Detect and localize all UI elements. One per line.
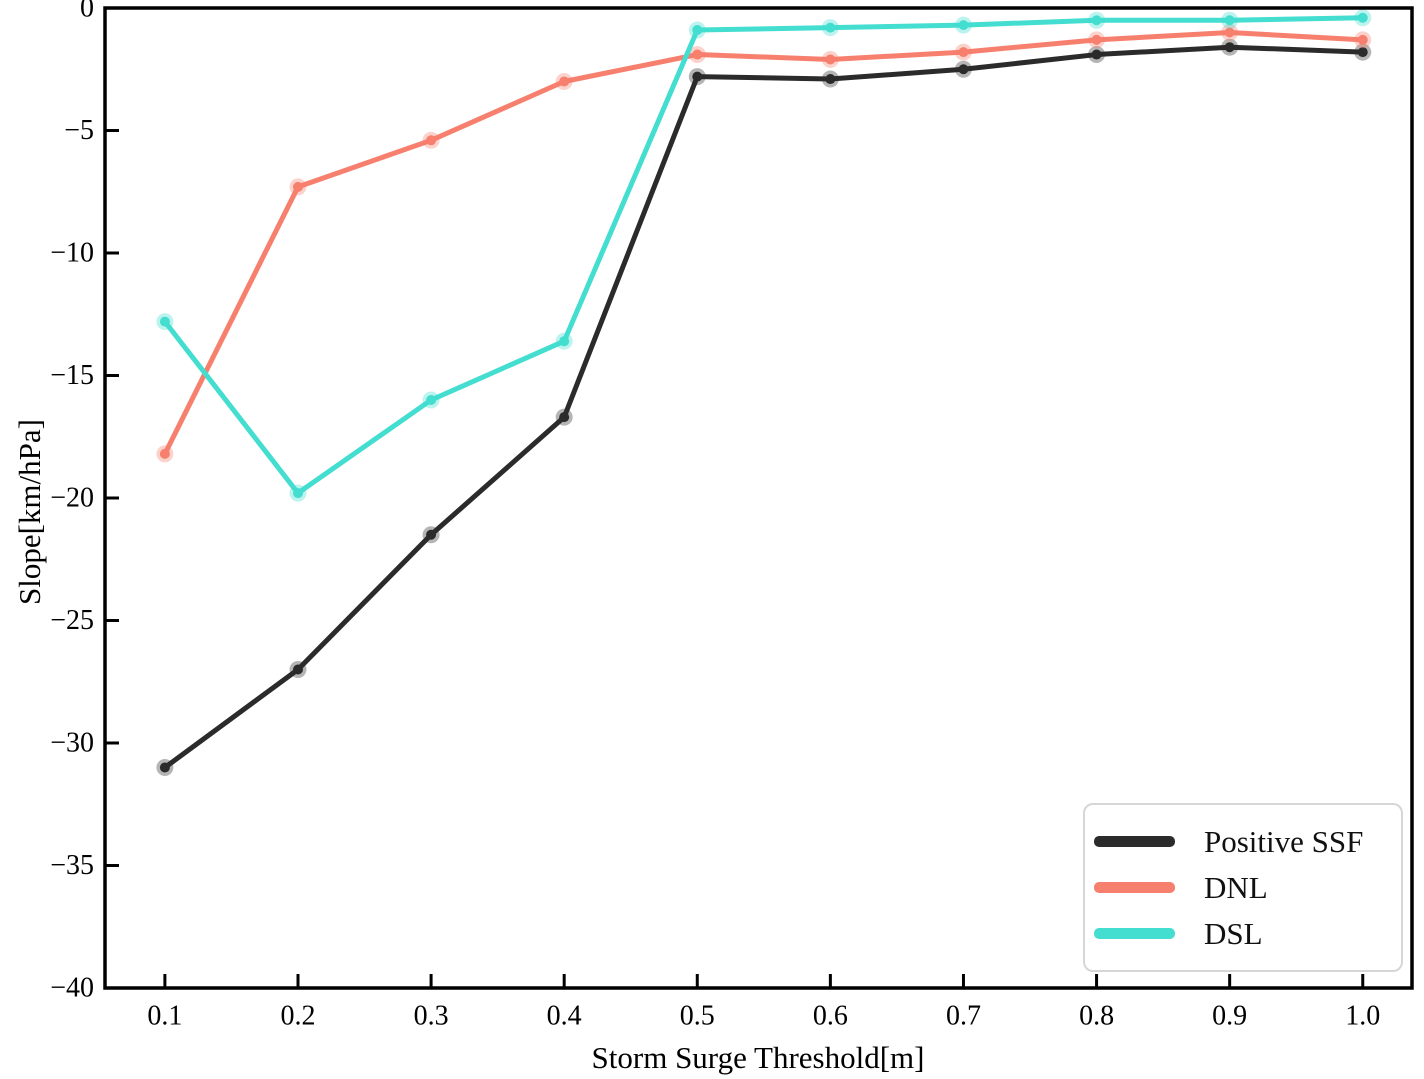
legend-label-dnl: DNL: [1204, 870, 1268, 905]
y-tick-label: −10: [50, 238, 94, 269]
data-point-marker-dnl: [1224, 27, 1235, 38]
data-point-marker-dsl: [958, 20, 969, 31]
series-line-positive-ssf: [162, 44, 1366, 770]
data-point-marker-dsl: [692, 25, 703, 36]
data-point-marker-dnl: [958, 47, 969, 58]
data-point-marker-positive-ssf: [292, 664, 303, 675]
data-point-marker-positive-ssf: [958, 64, 969, 75]
series-line-dsl: [162, 15, 1366, 496]
legend-entry-dsl: DSL: [1094, 918, 1401, 949]
data-point-marker-dnl: [159, 448, 170, 459]
data-point-marker-positive-ssf: [159, 762, 170, 773]
data-point-marker-positive-ssf: [1357, 47, 1368, 58]
x-tick-label: 0.4: [547, 1001, 582, 1032]
data-point-marker-dnl: [1091, 34, 1102, 45]
x-tick-label: 0.6: [813, 1001, 848, 1032]
data-point-marker-dnl: [559, 76, 570, 87]
data-point-marker-positive-ssf: [426, 529, 437, 540]
x-tick-label: 0.7: [946, 1001, 981, 1032]
x-tick-label: 0.8: [1079, 1001, 1114, 1032]
data-point-marker-dnl: [292, 181, 303, 192]
data-point-marker-positive-ssf: [1224, 42, 1235, 53]
data-point-marker-dsl: [1224, 15, 1235, 26]
legend-line-swatch-positive-ssf: [1094, 836, 1175, 847]
data-point-marker-dnl: [825, 54, 836, 65]
y-tick-label: −15: [50, 360, 94, 391]
x-axis-label: Storm Surge Threshold[m]: [591, 1040, 925, 1075]
y-tick-label: 0: [80, 0, 94, 24]
data-point-marker-dsl: [1091, 15, 1102, 26]
data-point-marker-positive-ssf: [1091, 49, 1102, 60]
y-tick-label: −20: [50, 483, 94, 514]
legend-entry-dnl: DNL: [1094, 872, 1401, 903]
data-point-marker-dsl: [159, 316, 170, 327]
legend-line-swatch-dnl: [1094, 882, 1175, 893]
data-point-marker-dnl: [692, 49, 703, 60]
legend: Positive SSF DNL DSL: [1083, 803, 1403, 972]
x-tick-label: 0.3: [414, 1001, 449, 1032]
x-tick-label: 0.1: [147, 1001, 182, 1032]
y-tick-label: −5: [64, 115, 94, 146]
legend-entry-positive-ssf: Positive SSF: [1094, 826, 1401, 857]
x-tick-label: 0.5: [680, 1001, 715, 1032]
data-point-marker-dsl: [1357, 12, 1368, 23]
legend-label-dsl: DSL: [1204, 916, 1263, 951]
y-axis-label: Slope[km/hPa]: [12, 419, 47, 605]
x-tick-label: 1.0: [1345, 1001, 1380, 1032]
series-line-dnl: [162, 30, 1366, 457]
data-point-marker-dsl: [825, 22, 836, 33]
data-point-marker-dsl: [426, 395, 437, 405]
data-point-marker-positive-ssf: [692, 71, 703, 82]
y-tick-label: −30: [50, 728, 94, 759]
data-point-marker-dnl: [1357, 34, 1368, 45]
x-tick-label: 0.2: [280, 1001, 315, 1032]
data-point-marker-dnl: [426, 135, 437, 146]
legend-line-swatch-dsl: [1094, 928, 1175, 939]
data-point-marker-positive-ssf: [825, 74, 836, 85]
y-tick-label: −35: [50, 850, 94, 881]
legend-label-positive-ssf: Positive SSF: [1204, 824, 1364, 859]
y-tick-label: −40: [50, 973, 94, 1004]
data-point-marker-dsl: [292, 488, 303, 499]
x-tick-label: 0.9: [1212, 1001, 1247, 1032]
data-point-marker-dsl: [559, 336, 570, 347]
y-tick-label: −25: [50, 605, 94, 636]
data-point-marker-positive-ssf: [559, 412, 570, 423]
